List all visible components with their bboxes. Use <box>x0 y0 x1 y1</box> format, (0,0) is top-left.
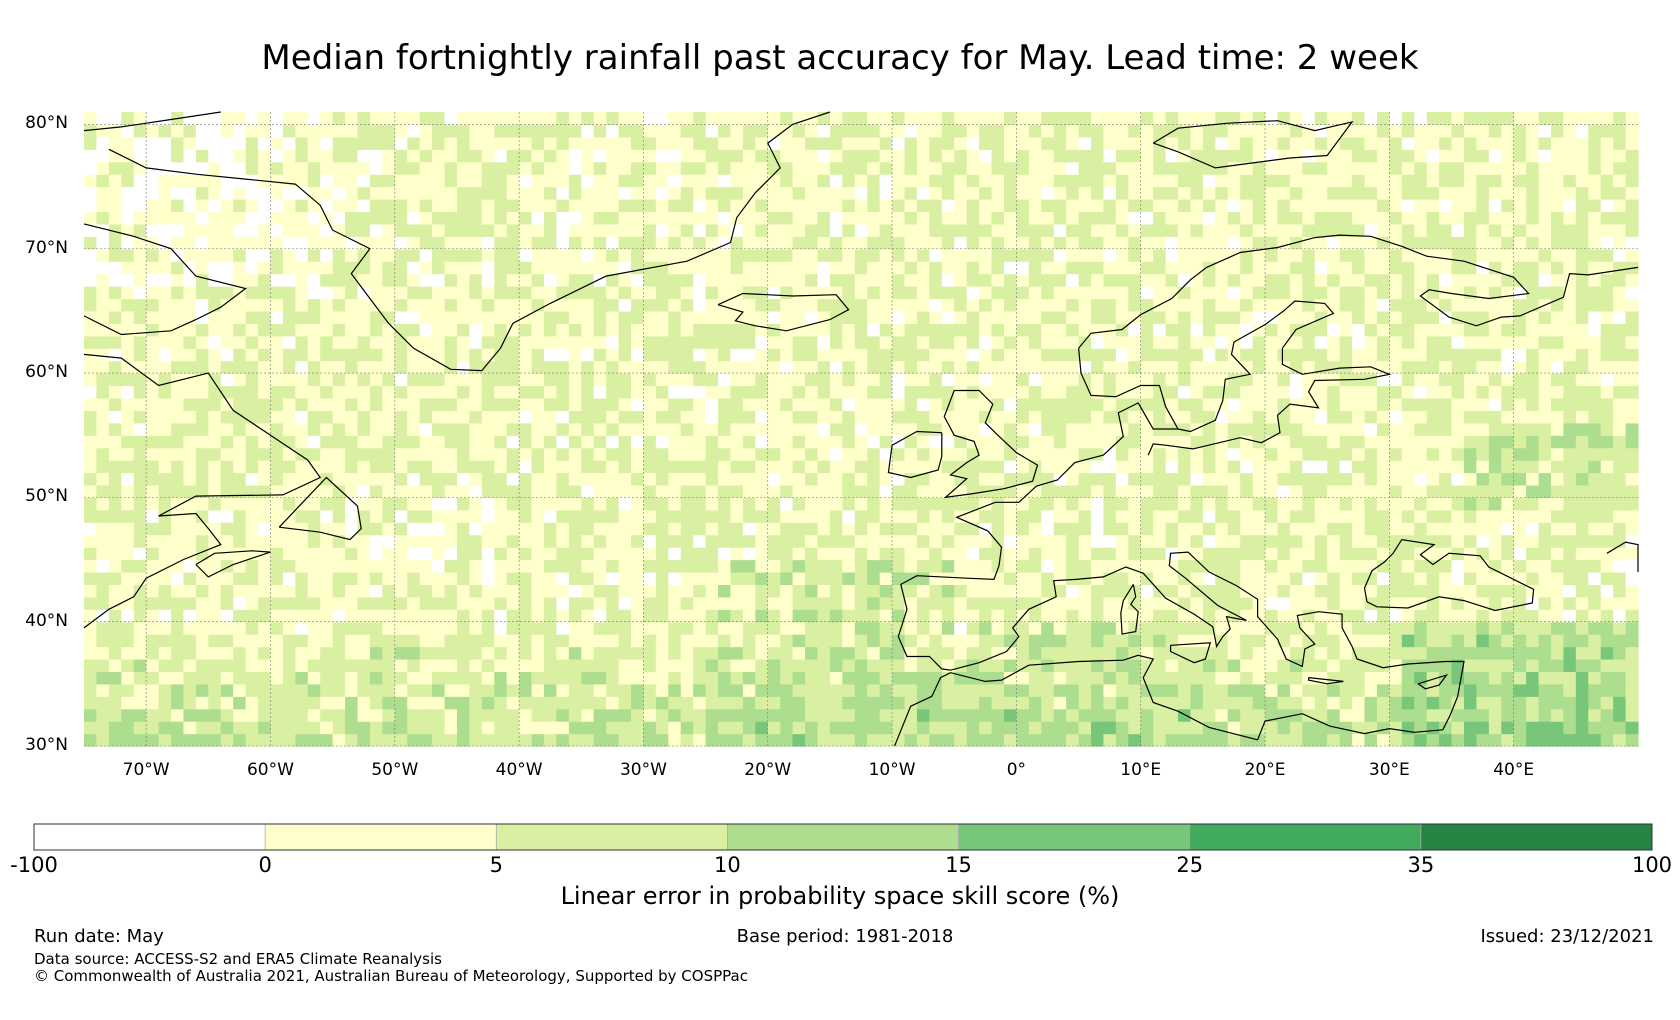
colorbar-tick-label: 5 <box>489 853 503 877</box>
graticule <box>84 112 1638 747</box>
skill-score-grid <box>84 112 1639 747</box>
colorbar-tick-label: 15 <box>945 853 972 877</box>
colorbar-swatch <box>1189 824 1422 850</box>
latitude-label: 50°N <box>25 486 68 507</box>
greenland-coast <box>108 111 831 372</box>
north-africa-coast <box>894 654 1443 747</box>
svalbard-coast <box>1152 120 1354 169</box>
copyright: © Commonwealth of Australia 2021, Austra… <box>34 967 748 985</box>
longitude-label: 10°W <box>868 760 916 780</box>
base-period: Base period: 1981-2018 <box>736 926 954 947</box>
colorbar-tick-label: 35 <box>1407 853 1435 877</box>
longitude-label: 30°E <box>1368 760 1410 780</box>
labrador-coast <box>83 353 322 629</box>
colorbar-tick-label: 25 <box>1176 853 1204 877</box>
longitude-label: 20°W <box>744 760 792 780</box>
longitude-label: 50°W <box>371 760 419 780</box>
longitude-label: 20°E <box>1244 760 1286 780</box>
data-source: Data source: ACCESS-S2 and ERA5 Climate … <box>34 950 442 968</box>
longitude-label: 70°W <box>122 760 170 780</box>
baltic-coast <box>1147 300 1392 456</box>
cyprus-coast <box>1417 673 1449 690</box>
colorbar-swatch <box>727 824 960 850</box>
latitude-label: 30°N <box>25 735 68 755</box>
latitude-label: 70°N <box>25 237 68 258</box>
ireland-coast <box>887 430 943 479</box>
colorbar-swatch <box>1420 824 1653 850</box>
crete-coast <box>1307 677 1344 685</box>
colorbar-swatch <box>496 824 728 850</box>
colorbar-swatch <box>958 824 1191 850</box>
issued-date: Issued: 23/12/2021 <box>1480 926 1654 947</box>
latitude-label: 40°N <box>25 610 68 631</box>
great-britain-coast <box>943 389 1039 499</box>
baffin-coast <box>83 223 247 336</box>
colorbar-frame <box>33 823 1653 851</box>
longitude-label: 0° <box>1006 760 1027 780</box>
sicily-coast <box>1169 642 1212 664</box>
colorbar-swatch <box>34 824 266 850</box>
coastlines <box>83 111 1639 747</box>
map-title: Median fortnightly rainfall past accurac… <box>261 38 1419 78</box>
europe-coast <box>897 348 1465 731</box>
colorbar-tick-label: 0 <box>258 853 272 877</box>
iceland-coast <box>717 292 850 332</box>
colorbar-swatch <box>265 824 497 850</box>
newfoundland-coast <box>278 476 362 541</box>
scandinavia-coast <box>1078 234 1639 349</box>
corsica-sardinia-coast <box>1120 584 1139 635</box>
nova-scotia-coast <box>195 550 271 578</box>
ellesmere-coast <box>83 111 221 132</box>
black-sea-coast <box>1363 538 1535 612</box>
skill-score-map <box>83 111 1639 747</box>
run-date: Run date: May <box>34 926 164 947</box>
longitude-label: 10°E <box>1120 760 1162 780</box>
longitude-label: 30°W <box>619 760 667 780</box>
latitude-label: 80°N <box>25 113 68 134</box>
colorbar-tick-label: 100 <box>1631 853 1673 877</box>
longitude-label: 40°W <box>495 760 543 780</box>
longitude-label: 60°W <box>246 760 294 780</box>
caspian-coast <box>1606 541 1639 572</box>
colorbar-tick-label: -100 <box>10 853 58 877</box>
colorbar-tick-label: 10 <box>714 853 741 877</box>
longitude-label: 40°E <box>1493 760 1535 780</box>
latitude-label: 60°N <box>25 362 68 383</box>
colorbar-label: Linear error in probability space skill … <box>560 882 1120 910</box>
